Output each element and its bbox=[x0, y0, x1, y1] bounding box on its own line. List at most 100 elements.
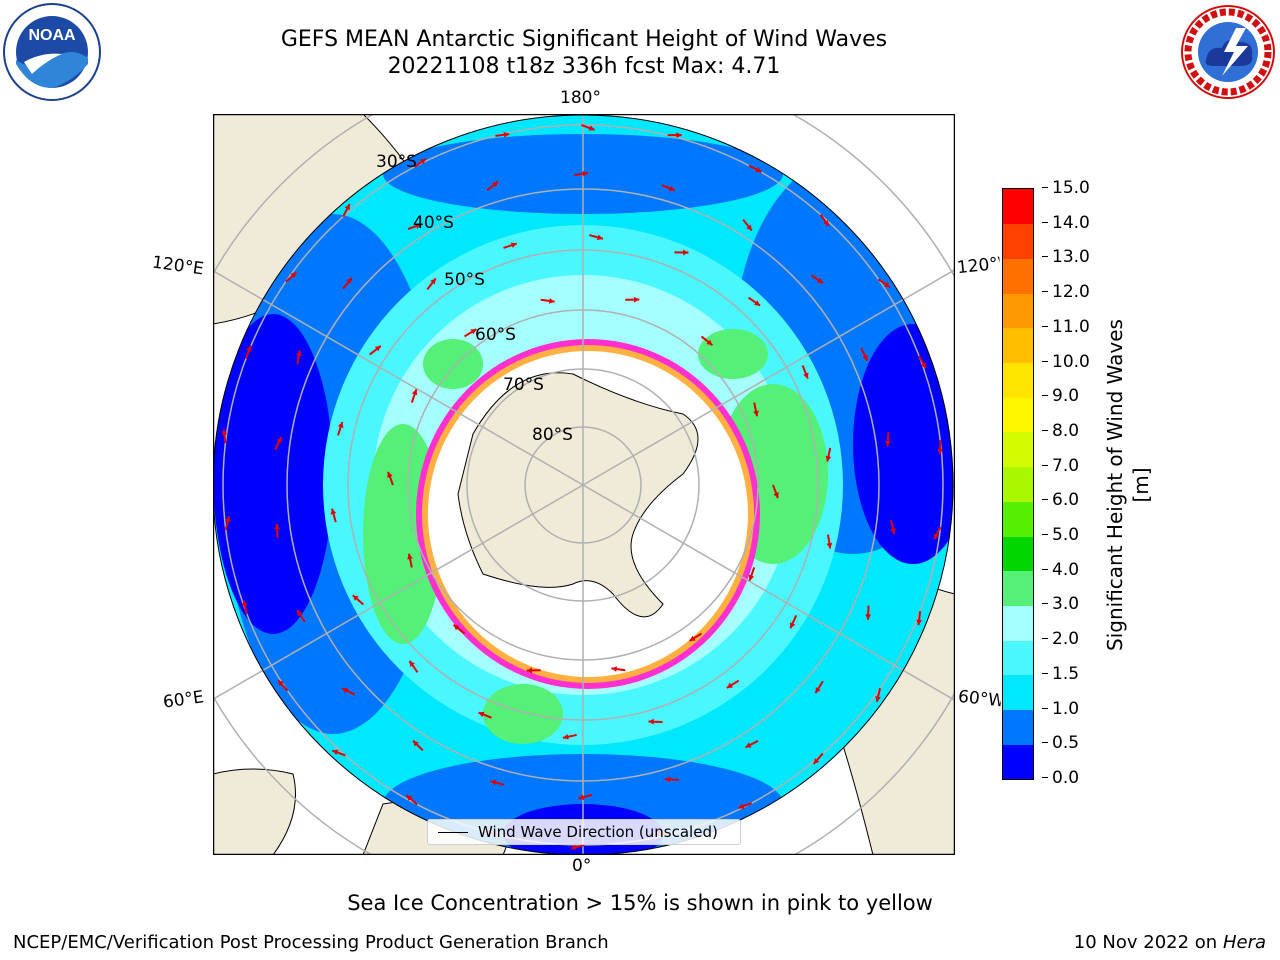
lon-label-0: 0° bbox=[572, 856, 592, 876]
colorbar-tick-label: 13.0 bbox=[1042, 247, 1090, 268]
colorbar-tick-label: 1.5 bbox=[1041, 663, 1080, 684]
noaa-logo-text: NOAA bbox=[28, 27, 76, 44]
wind-wave-arrow-head bbox=[242, 600, 248, 607]
colorbar-segment bbox=[1003, 605, 1033, 641]
colorbar-tick-label: 12.0 bbox=[1042, 282, 1090, 303]
wind-wave-arrow-head bbox=[916, 619, 922, 626]
wind-wave-arrow-head bbox=[676, 132, 682, 138]
wind-wave-arrow-head bbox=[745, 742, 752, 748]
wind-wave-arrow-head bbox=[920, 362, 926, 369]
wind-wave-arrow-head bbox=[773, 492, 779, 499]
colorbar-tick-label: 9.0 bbox=[1041, 386, 1080, 407]
wind-wave-arrow-head bbox=[754, 300, 761, 306]
wind-wave-arrow-head bbox=[490, 779, 497, 786]
wind-wave-arrow-head bbox=[221, 429, 228, 435]
colorbar-tick-label: 11.0 bbox=[1042, 316, 1090, 337]
wind-wave-arrow-head bbox=[937, 448, 944, 455]
colorbar-segment bbox=[1003, 674, 1033, 711]
lat-label-30s: 30°S bbox=[376, 152, 417, 172]
wind-wave-arrow-head bbox=[407, 553, 413, 560]
wind-wave-arrow-head bbox=[689, 635, 696, 641]
wind-wave-arrow-head bbox=[274, 523, 280, 530]
wind-wave-arrow-head bbox=[823, 220, 829, 227]
colorbar bbox=[1002, 188, 1034, 780]
wind-wave-arrow-head bbox=[582, 170, 589, 177]
colorbar-segment bbox=[1003, 223, 1033, 259]
wind-wave-arrow-head bbox=[664, 776, 671, 783]
colorbar-segment bbox=[1003, 397, 1033, 433]
wind-wave-arrow-head bbox=[290, 272, 297, 279]
machine-name: Hera bbox=[1222, 932, 1266, 953]
africa-land bbox=[213, 768, 296, 855]
map-legend: Wind Wave Direction (unscaled) bbox=[427, 819, 741, 845]
colorbar-ticks: 0.0 0.5 1.0 1.5 2.0 3.0 4.0 5.0 6.0 7.0 8.0 9.0 10.0… bbox=[1002, 0, 1102, 960]
colorbar-tick-label: 8.0 bbox=[1041, 420, 1080, 441]
lat-label-60s: 60°S bbox=[475, 325, 516, 345]
lon-label-60w: 60°W bbox=[957, 686, 1002, 712]
colorbar-segment bbox=[1003, 501, 1033, 537]
issue-date-text: 10 Nov 2022 on bbox=[1073, 932, 1218, 953]
colorbar-segment bbox=[1003, 570, 1033, 606]
wind-wave-arrow-head bbox=[738, 803, 745, 809]
wind-wave-arrow-head bbox=[862, 354, 868, 361]
colorbar-segment bbox=[1003, 189, 1033, 225]
wind-wave-arrow-head bbox=[633, 296, 640, 303]
wind-wave-arrow-head bbox=[884, 440, 891, 447]
colorbar-segment bbox=[1003, 744, 1033, 780]
colorbar-tick-label: 5.0 bbox=[1041, 525, 1080, 546]
credit-text: NCEP/EMC/Verification Post Processing Pr… bbox=[13, 932, 609, 953]
lat-label-40s: 40°S bbox=[413, 213, 454, 233]
legend-line-swatch bbox=[438, 832, 468, 833]
wind-wave-arrow-head bbox=[344, 204, 350, 211]
wind-wave-arrow-head bbox=[430, 278, 436, 285]
wind-wave-arrow-head bbox=[562, 733, 569, 740]
lon-label-60e: 60°E bbox=[161, 687, 206, 713]
wind-wave-arrow-head bbox=[578, 794, 585, 800]
wind-wave-arrow-head bbox=[790, 622, 796, 629]
wind-wave-arrow-head bbox=[246, 345, 252, 352]
colorbar-segment bbox=[1003, 362, 1033, 398]
wind-wave-arrow-head bbox=[453, 624, 460, 631]
colorbar-segment bbox=[1003, 327, 1033, 364]
wind-wave-arrow-head bbox=[890, 528, 896, 534]
wind-wave-arrow-head bbox=[296, 350, 302, 357]
wind-wave-arrow-head bbox=[570, 844, 577, 850]
colorbar-tick-label: 0.5 bbox=[1041, 733, 1080, 754]
wind-wave-arrow-head bbox=[726, 682, 733, 688]
colorbar-segment bbox=[1003, 640, 1033, 676]
colorbar-tick-label: 0.0 bbox=[1041, 768, 1080, 788]
wind-wave-arrow-head bbox=[503, 131, 510, 138]
wind-wave-arrow-head bbox=[278, 680, 284, 687]
wind-wave-arrow-head bbox=[470, 329, 477, 335]
colorbar-tick-label: 6.0 bbox=[1041, 490, 1080, 511]
wind-wave-arrow-head bbox=[683, 249, 689, 256]
wind-wave-arrow-head bbox=[419, 158, 426, 165]
wind-wave-arrow-head bbox=[648, 718, 654, 725]
colorbar-tick-label: 15.0 bbox=[1042, 178, 1090, 198]
issue-date: 10 Nov 2022 on Hera bbox=[1074, 932, 1266, 953]
wind-wave-direction-arrows bbox=[221, 124, 944, 850]
wind-wave-arrow-head bbox=[753, 410, 759, 417]
national-weather-service-logo bbox=[1181, 5, 1275, 99]
wind-wave-arrow-head bbox=[825, 455, 832, 462]
wind-wave-arrow-head bbox=[409, 660, 415, 667]
wind-wave-arrow-head bbox=[342, 688, 349, 694]
wind-wave-arrow-head bbox=[374, 345, 381, 352]
wind-wave-arrow-head bbox=[706, 339, 713, 346]
wind-wave-arrow-head bbox=[883, 281, 890, 288]
lon-label-120w: 120°W bbox=[956, 253, 1001, 279]
wind-wave-arrow-head bbox=[478, 711, 485, 718]
colorbar-tick-label: 7.0 bbox=[1041, 455, 1080, 476]
wind-wave-arrow-head bbox=[817, 277, 824, 284]
colorbar-segment bbox=[1003, 709, 1033, 745]
wind-wave-arrow-head bbox=[492, 181, 499, 187]
colorbar-segment bbox=[1003, 536, 1033, 572]
wind-wave-arrow-head bbox=[415, 223, 422, 229]
wind-wave-arrow-head bbox=[755, 167, 762, 173]
colorbar-segment bbox=[1003, 258, 1033, 294]
colorbar-segment bbox=[1003, 293, 1033, 329]
wind-wave-arrow-head bbox=[933, 533, 940, 540]
colorbar-tick-label: 2.0 bbox=[1041, 629, 1080, 650]
chart-title: GEFS MEAN Antarctic Significant Height o… bbox=[280, 27, 888, 52]
wind-wave-arrow-head bbox=[526, 667, 533, 674]
